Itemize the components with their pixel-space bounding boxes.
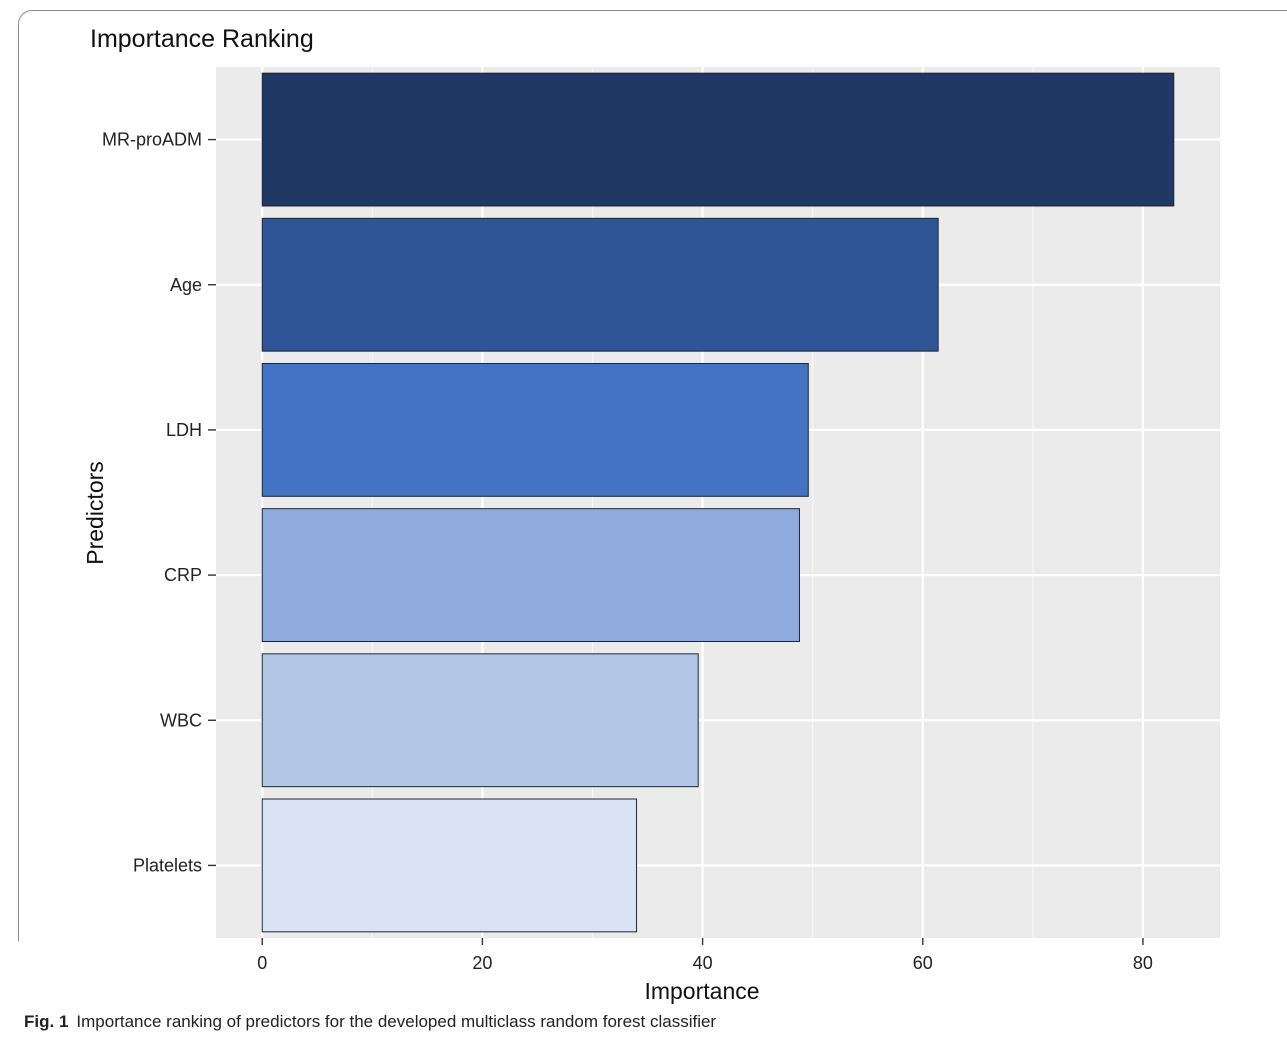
plot-panel [216,67,1220,938]
bars [261,72,1175,933]
x-axis: 0 20 40 60 80 [257,938,1153,973]
y-tick-label: LDH [166,420,202,440]
y-axis: MR-proADM Age LDH CRP WBC Platelets [102,130,216,875]
grid-minor [371,67,1034,938]
x-tick-label: 0 [257,953,267,973]
y-tick-label: Age [170,275,202,295]
bar [261,653,699,788]
y-tick-label: Platelets [133,855,202,875]
x-axis-label: Importance [644,978,759,1004]
figure-frame [18,10,1287,941]
caption-text: Importance ranking of predictors for the… [76,1012,717,1031]
figure-caption: Fig. 1 Importance ranking of predictors f… [24,1012,716,1032]
x-tick-label: 40 [693,953,713,973]
caption-label: Fig. 1 [24,1012,69,1031]
bar [261,363,809,497]
y-tick-label: CRP [164,565,202,585]
bar [261,72,1175,207]
bar [261,217,939,352]
bar-chart: Importance Ranking MR-proADM Age LDH CRP WBC… [82,25,1220,1004]
bar [261,508,800,642]
x-tick-label: 20 [472,953,492,973]
y-tick-label: MR-proADM [102,130,202,150]
x-tick-label: 60 [913,953,933,973]
chart-title: Importance Ranking [90,25,314,53]
bar [261,798,638,933]
y-tick-label: WBC [160,710,202,730]
x-tick-label: 80 [1133,953,1153,973]
y-axis-label: Predictors [82,461,108,565]
